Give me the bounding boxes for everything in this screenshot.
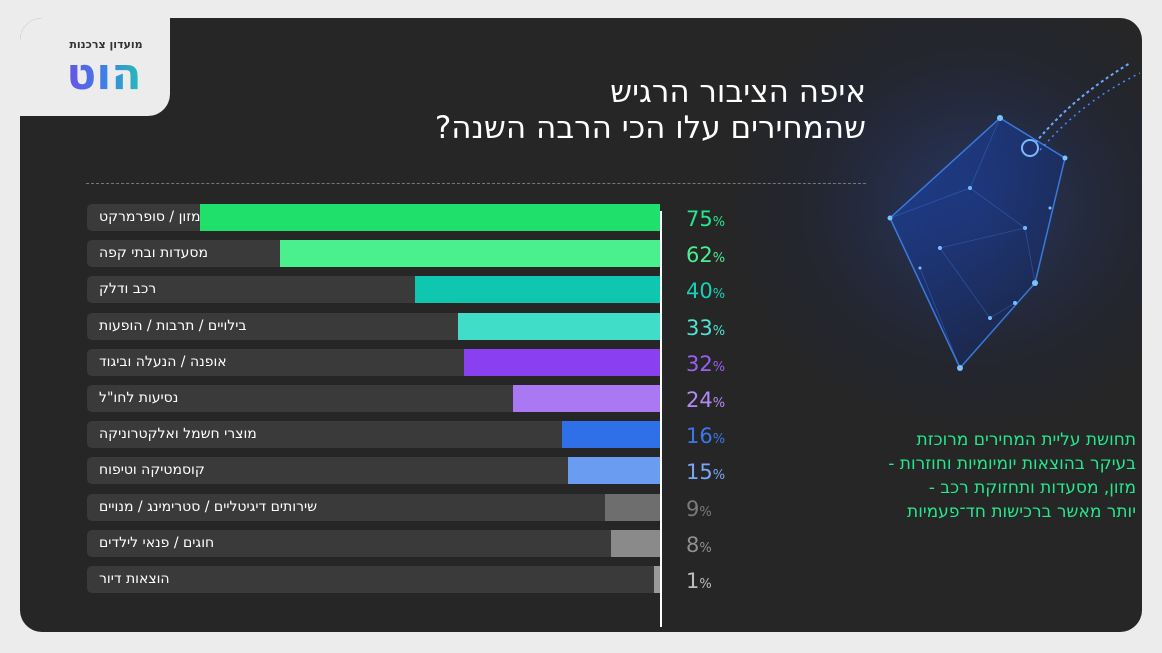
value-number: 40 — [686, 279, 713, 303]
divider — [86, 183, 866, 184]
bar-row — [87, 457, 660, 484]
value-number: 24 — [686, 388, 713, 412]
bar — [458, 313, 660, 340]
percent-sign: % — [712, 324, 726, 339]
bar-label: רכב ודלק — [99, 281, 157, 297]
title-line-2: שהמחירים עלו הכי הרבה השנה? — [434, 110, 866, 146]
bar — [513, 385, 660, 412]
infographic-card: מועדון צרכנות הוט איפה הציבור הרגיש שהמח… — [20, 18, 1142, 632]
bar-label: מוצרי חשמל ואלקטרוניקה — [99, 426, 257, 442]
value-number: 75 — [686, 207, 713, 231]
bar-row — [87, 530, 660, 557]
logo-tab: מועדון צרכנות הוט — [20, 18, 170, 116]
value-number: 9 — [686, 497, 700, 521]
price-tag-icon — [887, 62, 1141, 371]
chart-axis — [660, 211, 662, 627]
value-label: 1% — [686, 568, 712, 595]
value-number: 8 — [686, 533, 700, 557]
bar — [200, 204, 660, 231]
bar-row — [87, 421, 660, 448]
bar-label: בילויים / תרבות / הופעות — [99, 318, 247, 334]
value-number: 1 — [686, 569, 700, 593]
bar-label: חוגים / פנאי לילדים — [99, 535, 215, 551]
bar-row — [87, 349, 660, 376]
bar-label: קוסמטיקה וטיפוח — [99, 462, 205, 478]
logo-subtitle: מועדון צרכנות — [69, 38, 143, 51]
bar — [568, 457, 660, 484]
bar — [415, 276, 660, 303]
logo: הוט — [50, 49, 158, 101]
value-label: 33% — [686, 315, 725, 342]
bar — [464, 349, 660, 376]
percent-sign: % — [699, 505, 712, 520]
bar — [280, 240, 660, 267]
note-line-3: מזון, מסעדות ותחזוקת רכב - — [928, 478, 1136, 498]
percent-sign: % — [712, 251, 726, 266]
bar — [605, 494, 660, 521]
bar-row — [87, 566, 660, 593]
value-label: 24% — [686, 387, 725, 414]
value-label: 62% — [686, 242, 725, 269]
note-line-2: בעיקר בהוצאות יומיומיות וחוזרות - — [888, 454, 1136, 474]
note-line-1: תחושת עליית המחירים מרוכזת — [916, 430, 1136, 450]
note-line-4: יותר מאשר ברכישות חד־פעמיות — [907, 502, 1136, 522]
percent-sign: % — [712, 432, 726, 447]
percent-sign: % — [699, 577, 712, 592]
value-number: 32 — [686, 352, 713, 376]
bar-row — [87, 240, 660, 267]
chart-title: איפה הציבור הרגיש שהמחירים עלו הכי הרבה … — [220, 74, 866, 146]
note-text: תחושת עליית המחירים מרוכזת בעיקר בהוצאות… — [780, 428, 1136, 524]
title-line-1: איפה הציבור הרגיש — [610, 74, 866, 110]
value-number: 62 — [686, 243, 713, 267]
percent-sign: % — [712, 396, 726, 411]
percent-sign: % — [712, 360, 726, 375]
bar-label: הוצאות דיור — [99, 571, 170, 587]
bar-row — [87, 385, 660, 412]
percent-sign: % — [699, 541, 712, 556]
value-label: 32% — [686, 351, 725, 378]
bar-label: מסעדות ובתי קפה — [99, 245, 208, 261]
bar-row — [87, 276, 660, 303]
bar — [654, 566, 660, 593]
value-label: 15% — [686, 459, 725, 486]
value-number: 33 — [686, 316, 713, 340]
bar-label: נסיעות לחו"ל — [99, 390, 179, 406]
percent-sign: % — [712, 468, 726, 483]
value-label: 40% — [686, 278, 725, 305]
bar-label: שירותים דיגיטליים / סטרימינג / מנויים — [99, 499, 318, 515]
bar-row — [87, 313, 660, 340]
value-number: 16 — [686, 424, 713, 448]
value-label: 16% — [686, 423, 725, 450]
bar-label: אופנה / הנעלה וביגוד — [99, 354, 227, 370]
bar-row — [87, 204, 660, 231]
bar-label: מזון / סופרמרקט — [99, 209, 201, 225]
percent-sign: % — [712, 287, 726, 302]
bar-row — [87, 494, 660, 521]
bar — [562, 421, 660, 448]
bar — [611, 530, 660, 557]
percent-sign: % — [712, 215, 726, 230]
value-label: 8% — [686, 532, 712, 559]
value-number: 15 — [686, 460, 713, 484]
value-label: 75% — [686, 206, 725, 233]
value-label: 9% — [686, 496, 712, 523]
